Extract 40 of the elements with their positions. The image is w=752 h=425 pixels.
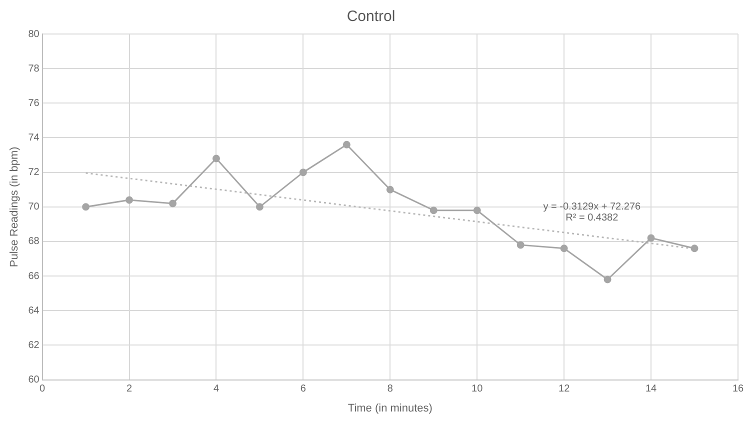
point [473,206,481,214]
x-tick-label: 8 [387,384,394,395]
annotation: y = -0.3129x + 72.276 [543,202,641,213]
y-tick-label: 80 [28,28,40,40]
y-tick-label: 78 [28,63,40,74]
y-tick-label: 62 [28,340,40,351]
y-axis-title: Pulse Readings (in bpm) [8,146,21,268]
x-tick-label: 10 [472,384,484,395]
point [212,154,220,162]
x-tick-label: 2 [126,384,132,395]
point [299,168,307,176]
point [690,244,698,252]
point [516,241,524,249]
y-tick-label: 76 [28,98,40,109]
y-tick-label: 64 [28,305,40,316]
point [342,140,350,148]
y-tick-label: 68 [28,236,40,248]
point [386,186,394,194]
x-tick-label: 12 [558,384,570,395]
point [256,203,264,211]
x-tick-label: 14 [645,384,658,395]
point [169,200,177,208]
point [604,276,612,284]
x-tick-label: 0 [40,384,46,395]
x-tick-label: 4 [213,384,220,395]
x-tick-label: 6 [300,384,306,395]
y-tick-label: 60 [28,374,40,386]
x-axis-title: Time (in minutes) [348,402,432,414]
point [430,206,438,214]
point [82,203,90,211]
y-tick-label: 72 [28,167,40,178]
y-tick-label: 66 [28,270,40,282]
annotation: R² = 0.4382 [566,212,619,224]
chart-title: Control [346,8,396,26]
point [560,244,568,252]
y-tick-label: 70 [28,202,40,213]
x-tick-label: 16 [732,384,744,395]
point [647,234,655,242]
y-tick-label: 74 [28,132,40,144]
point [126,196,134,204]
